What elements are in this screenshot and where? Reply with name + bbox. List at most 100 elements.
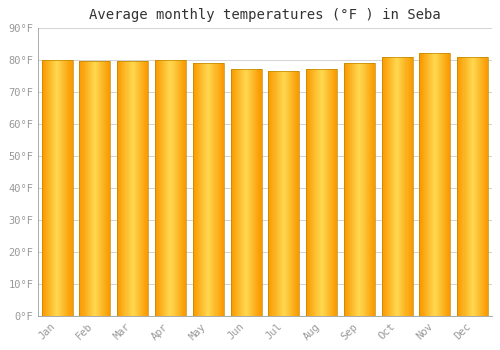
Bar <box>431 53 432 316</box>
Bar <box>139 61 140 316</box>
Bar <box>288 71 289 316</box>
Bar <box>354 63 356 316</box>
Bar <box>66 60 68 316</box>
Bar <box>198 63 199 316</box>
Bar <box>240 69 241 316</box>
Bar <box>440 53 441 316</box>
Bar <box>252 69 254 316</box>
Bar <box>475 57 476 316</box>
Bar <box>334 69 335 316</box>
Bar <box>332 69 333 316</box>
Bar <box>119 61 120 316</box>
Bar <box>318 69 320 316</box>
Bar <box>472 57 473 316</box>
Bar <box>46 60 47 316</box>
Bar <box>294 71 295 316</box>
Bar <box>424 53 426 316</box>
Bar <box>234 69 236 316</box>
Bar <box>243 69 244 316</box>
Bar <box>248 69 249 316</box>
Bar <box>249 69 250 316</box>
Bar <box>56 60 57 316</box>
Bar <box>309 69 310 316</box>
Bar <box>473 57 474 316</box>
Bar <box>120 61 122 316</box>
Bar <box>293 71 294 316</box>
Bar <box>122 61 124 316</box>
Bar <box>464 57 466 316</box>
Bar <box>96 61 97 316</box>
Bar <box>385 57 386 316</box>
Bar <box>97 61 98 316</box>
Bar <box>247 69 248 316</box>
Bar <box>126 61 128 316</box>
Bar <box>100 61 101 316</box>
Bar <box>82 61 84 316</box>
Bar <box>402 57 404 316</box>
Bar <box>236 69 238 316</box>
Bar <box>182 60 183 316</box>
Bar <box>435 53 436 316</box>
Bar <box>382 57 384 316</box>
Bar <box>466 57 468 316</box>
Bar <box>90 61 92 316</box>
Bar <box>50 60 51 316</box>
Bar <box>117 61 148 316</box>
Bar <box>433 53 434 316</box>
Bar <box>436 53 437 316</box>
Bar <box>400 57 402 316</box>
Bar <box>441 53 442 316</box>
Bar <box>183 60 184 316</box>
Title: Average monthly temperatures (°F ) in Seba: Average monthly temperatures (°F ) in Se… <box>89 8 441 22</box>
Bar <box>312 69 314 316</box>
Bar <box>55 60 56 316</box>
Bar <box>382 57 412 316</box>
Bar <box>393 57 394 316</box>
Bar <box>270 71 272 316</box>
Bar <box>48 60 49 316</box>
Bar <box>256 69 258 316</box>
Bar <box>146 61 147 316</box>
Bar <box>102 61 103 316</box>
Bar <box>396 57 397 316</box>
Bar <box>158 60 159 316</box>
Bar <box>392 57 393 316</box>
Bar <box>310 69 312 316</box>
Bar <box>93 61 94 316</box>
Bar <box>428 53 429 316</box>
Bar <box>64 60 66 316</box>
Bar <box>374 63 375 316</box>
Bar <box>351 63 352 316</box>
Bar <box>352 63 353 316</box>
Bar <box>210 63 212 316</box>
Bar <box>460 57 462 316</box>
Bar <box>88 61 90 316</box>
Bar <box>308 69 309 316</box>
Bar <box>80 61 110 316</box>
Bar <box>155 60 156 316</box>
Bar <box>276 71 278 316</box>
Bar <box>468 57 469 316</box>
Bar <box>306 69 307 316</box>
Bar <box>373 63 374 316</box>
Bar <box>280 71 282 316</box>
Bar <box>92 61 93 316</box>
Bar <box>331 69 332 316</box>
Bar <box>241 69 242 316</box>
Bar <box>176 60 178 316</box>
Bar <box>60 60 61 316</box>
Bar <box>202 63 203 316</box>
Bar <box>344 63 375 316</box>
Bar <box>194 63 195 316</box>
Bar <box>283 71 284 316</box>
Bar <box>164 60 166 316</box>
Bar <box>218 63 220 316</box>
Bar <box>474 57 475 316</box>
Bar <box>347 63 348 316</box>
Bar <box>484 57 485 316</box>
Bar <box>193 63 224 316</box>
Bar <box>222 63 224 316</box>
Bar <box>429 53 430 316</box>
Bar <box>118 61 119 316</box>
Bar <box>388 57 389 316</box>
